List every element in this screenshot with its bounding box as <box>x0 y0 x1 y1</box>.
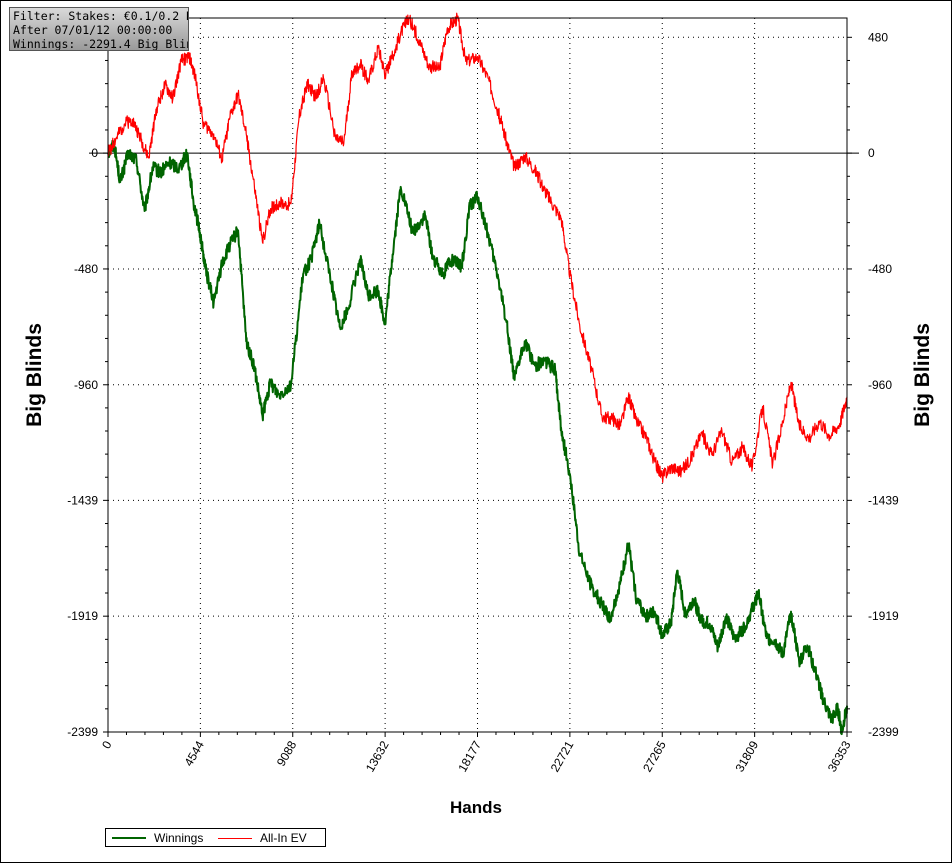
y-tick-label-left: -1919 <box>67 609 98 623</box>
x-tick-label: 18177 <box>455 738 484 774</box>
legend-label-winnings: Winnings <box>154 831 204 845</box>
y-tick-label-right: -1439 <box>868 493 899 507</box>
y-axis-title-right: Big Blinds <box>911 323 934 427</box>
filter-date-line: After 07/01/12 00:00:00 <box>13 23 173 37</box>
legend-label-allin-ev: All-In EV <box>260 831 307 845</box>
x-tick-label: 4544 <box>181 738 207 768</box>
y-axis-title-left: Big Blinds <box>23 323 46 427</box>
y-tick-label-right: -2399 <box>868 725 899 739</box>
x-axis-title: Hands <box>450 798 502 817</box>
y-tick-label-left: 0 <box>91 146 98 160</box>
filter-winnings-line: Winnings: -2291.4 Big Blinds <box>13 37 189 51</box>
x-tick-label: 31809 <box>732 738 761 774</box>
series-line-winnings <box>107 139 848 736</box>
y-tick-label-left: -2399 <box>67 725 98 739</box>
plot-border <box>107 17 848 733</box>
legend-item-allin-ev: All-In EV <box>218 831 307 845</box>
axis-ticks <box>103 36 852 737</box>
legend-swatch-allin-ev <box>218 837 252 839</box>
filter-stakes-line: Filter: Stakes: €0.1/0.2 NL <box>13 9 189 23</box>
y-tick-label-right: -960 <box>868 378 892 392</box>
legend-item-winnings: Winnings <box>112 831 203 845</box>
y-tick-label-right: 0 <box>868 146 875 160</box>
y-tick-label-right: 480 <box>868 30 888 44</box>
x-tick-label: 9088 <box>274 738 300 768</box>
legend-swatch-winnings <box>112 837 146 839</box>
x-tick-label: 36353 <box>825 738 854 774</box>
x-tick-label: 13632 <box>363 738 392 774</box>
filter-info-box: Filter: Stakes: €0.1/0.2 NL After 07/01/… <box>9 7 189 51</box>
x-tick-label: 22721 <box>548 738 577 774</box>
y-tick-label-left: -1439 <box>67 493 98 507</box>
x-tick-label: 0 <box>99 738 115 751</box>
y-tick-label-left: -960 <box>74 378 98 392</box>
y-tick-label-left: -480 <box>74 262 98 276</box>
y-tick-label-right: -480 <box>868 262 892 276</box>
legend: Winnings All-In EV <box>105 828 326 847</box>
grid <box>108 18 847 732</box>
x-tick-label: 27265 <box>640 738 669 774</box>
y-tick-label-right: -1919 <box>868 609 899 623</box>
tick-labels: 0 4544 9088 13632 18177 22721 27265 31809 36353 4… <box>67 30 899 774</box>
